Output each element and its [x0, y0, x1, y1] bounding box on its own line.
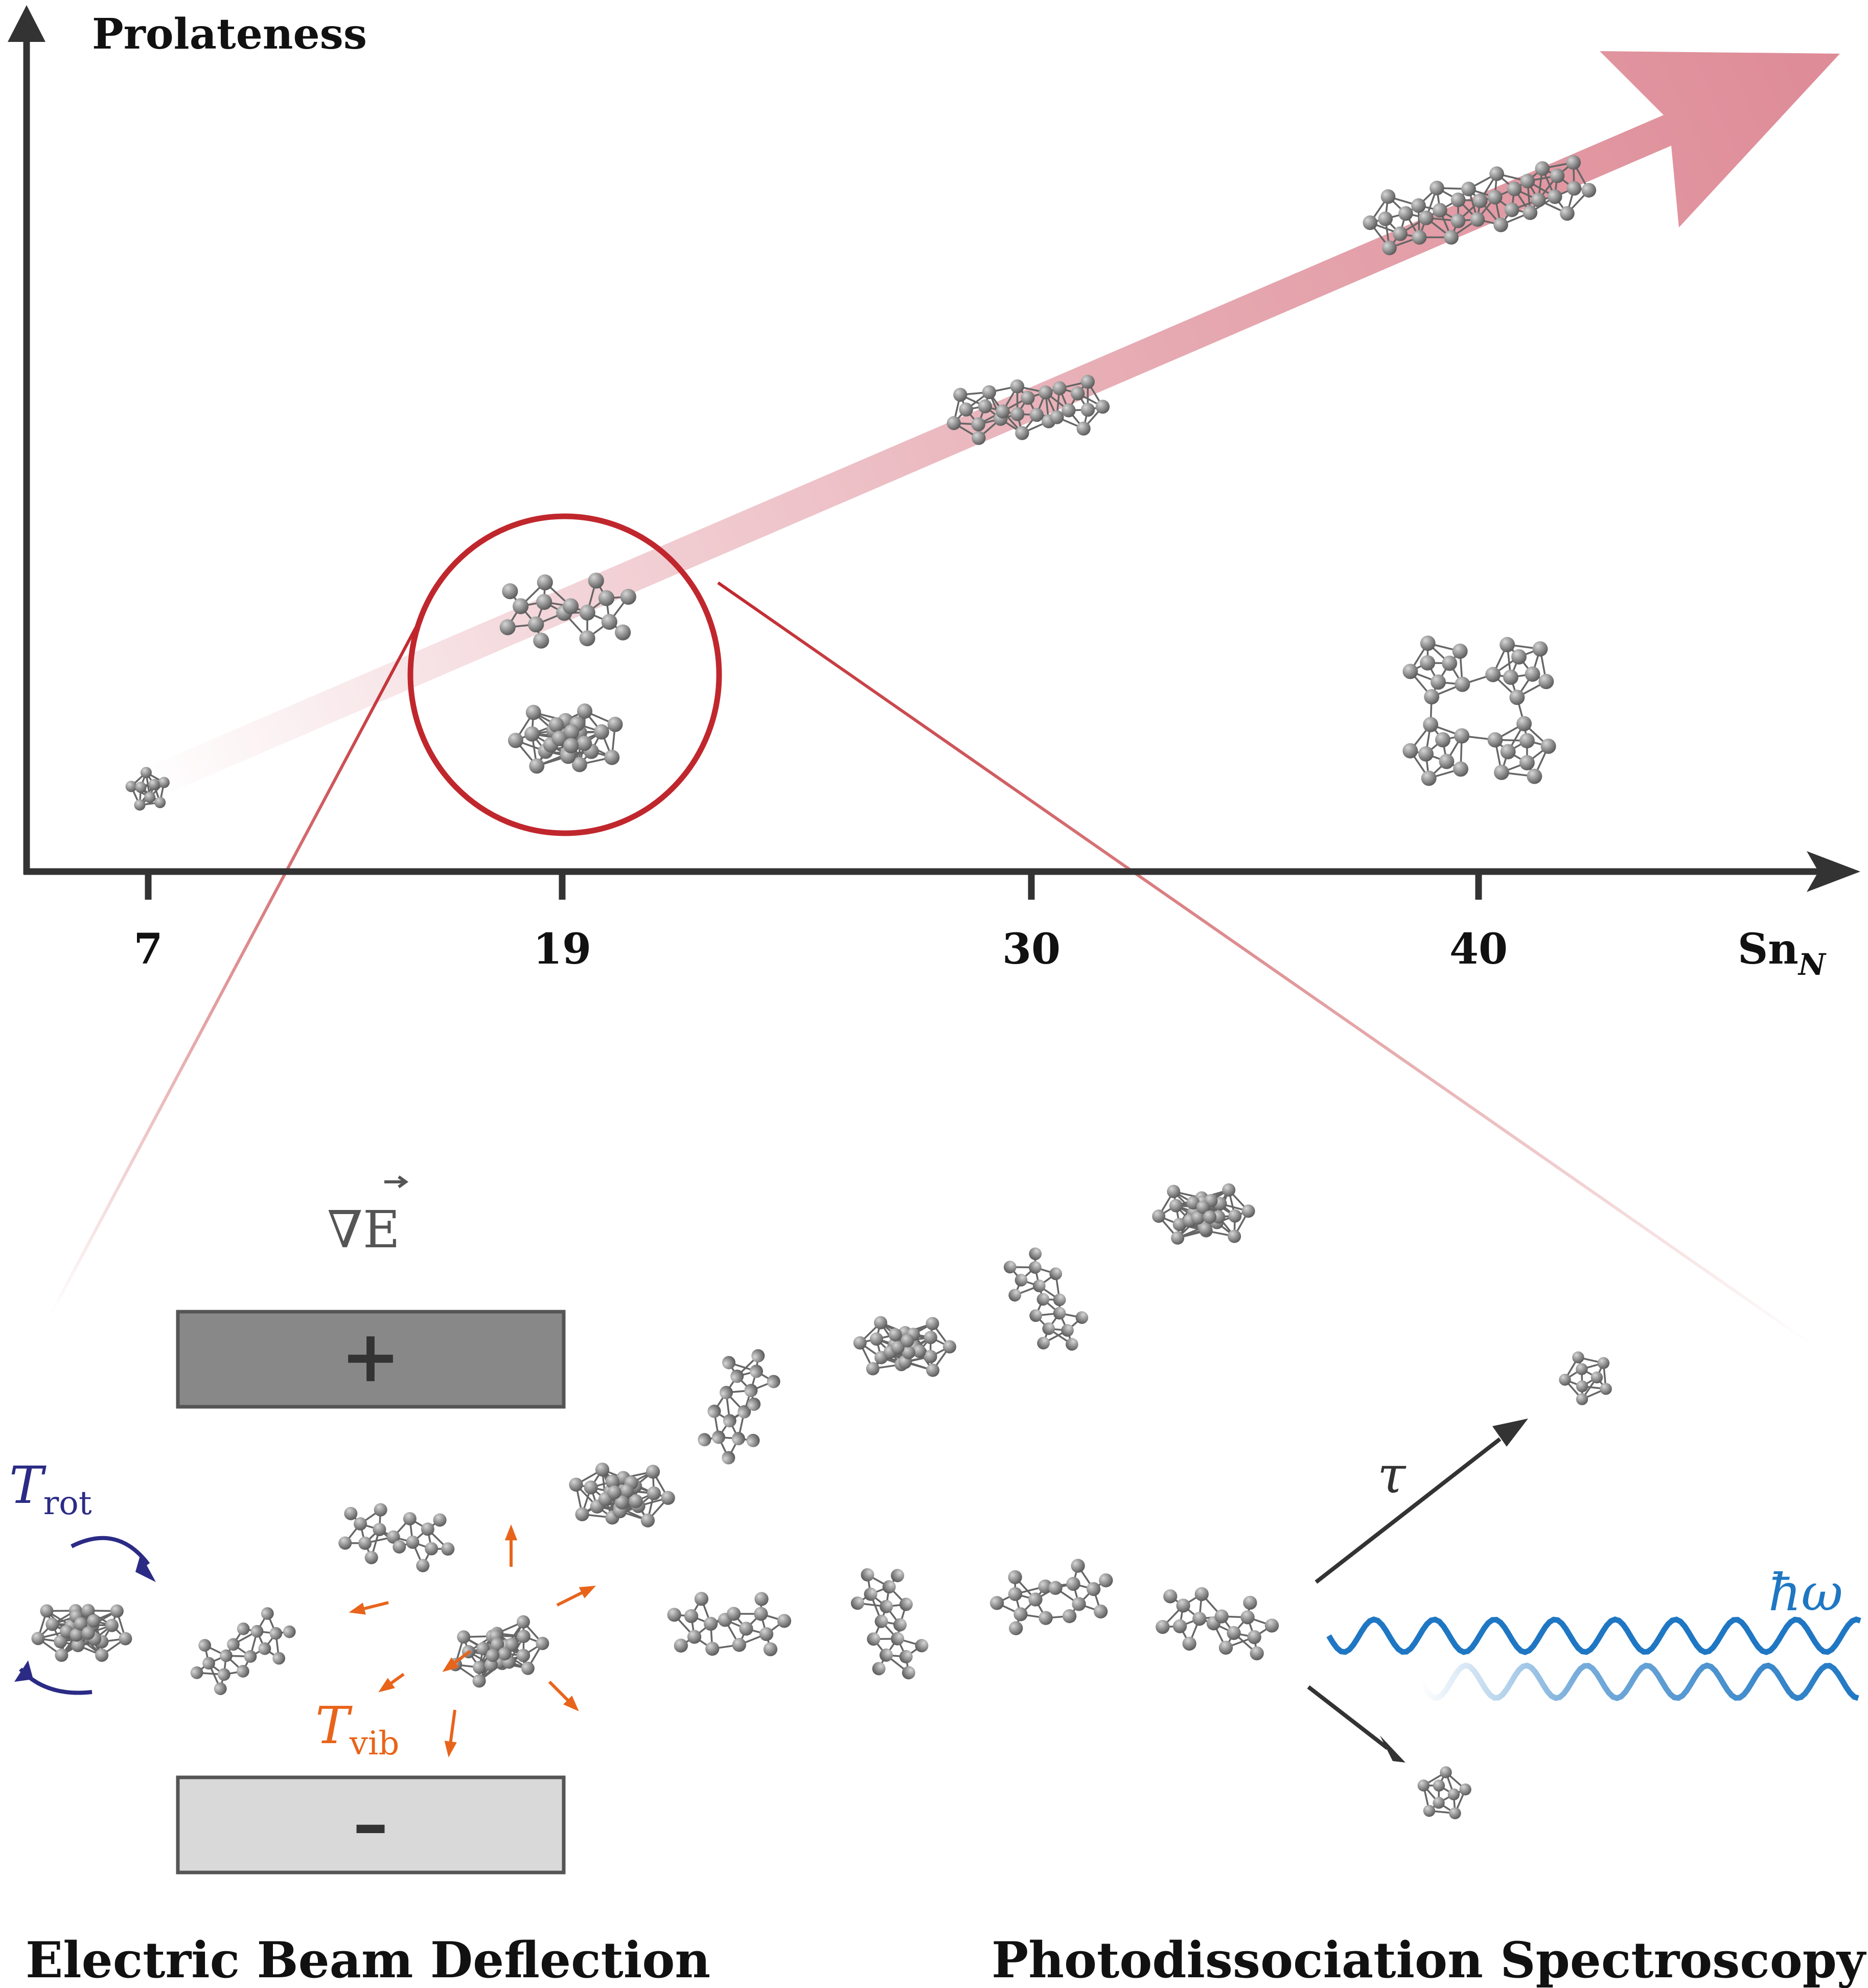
- cluster-beam-10: [989, 1559, 1113, 1635]
- zoom-line-left: [50, 625, 418, 1315]
- cluster-beam-5: [853, 1316, 956, 1377]
- cluster-layer: [31, 155, 1612, 1819]
- rotation-arrowhead-bottom: [14, 1660, 33, 1682]
- minus-plate-label: –: [353, 1781, 388, 1865]
- rot-temp-label: Trot: [9, 1455, 92, 1522]
- rot-temp-symbol: T: [9, 1455, 47, 1515]
- cluster-beam-9: [850, 1568, 929, 1680]
- plus-plate: [176, 1310, 566, 1409]
- x-axis-arrowhead: [1807, 851, 1860, 892]
- vibration-arrowhead-6: [563, 1696, 579, 1711]
- vibration-arrowhead-5: [378, 1678, 395, 1693]
- cluster-vibrating: [449, 1615, 549, 1688]
- dissociation-arrow-up: [1314, 1437, 1502, 1584]
- fragment-upper: [1559, 1351, 1612, 1405]
- vib-temp-subscript: vib: [349, 1725, 400, 1763]
- highlight-circle: [407, 513, 722, 836]
- rotation-arrow-top: [71, 1536, 150, 1566]
- plus-plate-label: +: [340, 1315, 400, 1399]
- cluster-beam-1: [190, 1607, 296, 1695]
- vibration-arrowhead-1: [349, 1602, 366, 1615]
- x-axis-label-sub: N: [1797, 947, 1827, 982]
- vib-temp-label: Tvib: [315, 1696, 399, 1763]
- cluster-sn7: [125, 767, 170, 811]
- lifetime-label: τ: [1377, 1445, 1406, 1505]
- right-caption: Photodissociation Spectroscopy: [991, 1931, 1867, 1988]
- axes: [23, 31, 1819, 900]
- x-tick-label-30: 30: [1002, 925, 1060, 974]
- dissociation-arrow-down: [1307, 1685, 1389, 1750]
- vib-temp-symbol: T: [315, 1696, 353, 1755]
- minus-plate: [176, 1775, 566, 1875]
- x-tick-label-40: 40: [1449, 925, 1508, 974]
- cluster-beam-3: [569, 1463, 675, 1527]
- x-tick-label-7: 7: [133, 925, 163, 974]
- x-tick-label-19: 19: [533, 925, 591, 974]
- cluster-sn19-compact: [508, 703, 623, 774]
- cluster-sn40-prolate: [1363, 155, 1597, 256]
- cluster-beam-6: [1003, 1247, 1089, 1351]
- cluster-sn19-prolate: [499, 573, 636, 649]
- photon-wave-upper: [1326, 1616, 1861, 1655]
- y-axis-label: Prolateness: [92, 10, 367, 59]
- vibration-arrowhead-7: [444, 1741, 457, 1757]
- photon-wave-lower: [1418, 1662, 1859, 1701]
- dissociation-arrows: [1307, 1437, 1502, 1750]
- vibration-arrowhead-2: [442, 1657, 459, 1672]
- vibration-arrows: [349, 1524, 596, 1757]
- vibration-arrowhead-4: [504, 1524, 518, 1541]
- y-axis-arrowhead: [8, 5, 45, 42]
- rot-temp-subscript: rot: [43, 1484, 92, 1522]
- trend-arrow: [130, 51, 1840, 805]
- rotation-arrowhead-top: [135, 1554, 156, 1582]
- vibration-arrowhead-3: [579, 1585, 596, 1598]
- photon-energy-label: ħω: [1768, 1563, 1843, 1623]
- zoom-line-right: [717, 581, 1813, 1346]
- vector-arrow-mark: [384, 1175, 409, 1189]
- field-gradient-label: ∇E: [327, 1200, 400, 1260]
- x-axis-label: SnN: [1738, 925, 1827, 982]
- cluster-beam-8: [667, 1592, 792, 1656]
- left-caption: Electric Beam Deflection: [26, 1931, 710, 1988]
- cluster-sn40-compact: [1402, 635, 1556, 786]
- cluster-beam-4: [698, 1349, 780, 1465]
- cluster-beam-2: [338, 1503, 455, 1572]
- cluster-photo-target: [1156, 1587, 1279, 1660]
- dissociation-arrowhead-up: [1492, 1419, 1528, 1447]
- dissociation-arrowhead-down: [1380, 1735, 1405, 1763]
- fragment-lower: [1417, 1766, 1471, 1819]
- x-axis-label-main: Sn: [1738, 925, 1798, 974]
- cluster-sn30: [947, 375, 1110, 445]
- cluster-rotating: [31, 1604, 132, 1662]
- cluster-beam-7: [1152, 1183, 1255, 1245]
